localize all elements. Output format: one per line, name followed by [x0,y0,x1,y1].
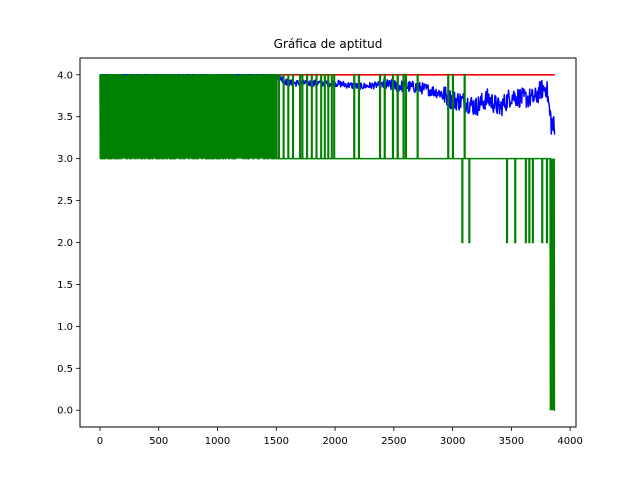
x-axis: 0 500 1000 1500 2000 2500 3000 3500 4000 [97,427,583,447]
y-tick-label: 4.0 [57,70,73,81]
y-tick-label: 3.5 [57,112,73,123]
x-tick-label: 1000 [205,436,230,447]
plot-area [99,73,556,411]
x-tick-label: 2500 [381,436,406,447]
x-tick-label: 2000 [322,436,347,447]
y-axis: 0.0 0.5 1.0 1.5 2.0 2.5 3.0 3.5 4.0 [57,70,80,417]
x-tick-label: 0 [97,436,103,447]
x-tick-label: 3500 [499,436,524,447]
y-tick-label: 1.0 [57,322,73,333]
y-tick-label: 3.0 [57,154,73,165]
x-tick-label: 4000 [557,436,582,447]
x-tick-label: 1500 [264,436,289,447]
y-tick-label: 2.5 [57,196,73,207]
y-tick-label: 0.0 [57,406,73,417]
y-tick-label: 0.5 [57,364,73,375]
y-tick-label: 1.5 [57,280,73,291]
x-tick-label: 3000 [440,436,465,447]
y-tick-label: 2.0 [57,238,73,249]
x-tick-label: 500 [149,436,168,447]
chart-title: Gráfica de aptitud [274,37,383,51]
series-min-line [99,74,556,411]
